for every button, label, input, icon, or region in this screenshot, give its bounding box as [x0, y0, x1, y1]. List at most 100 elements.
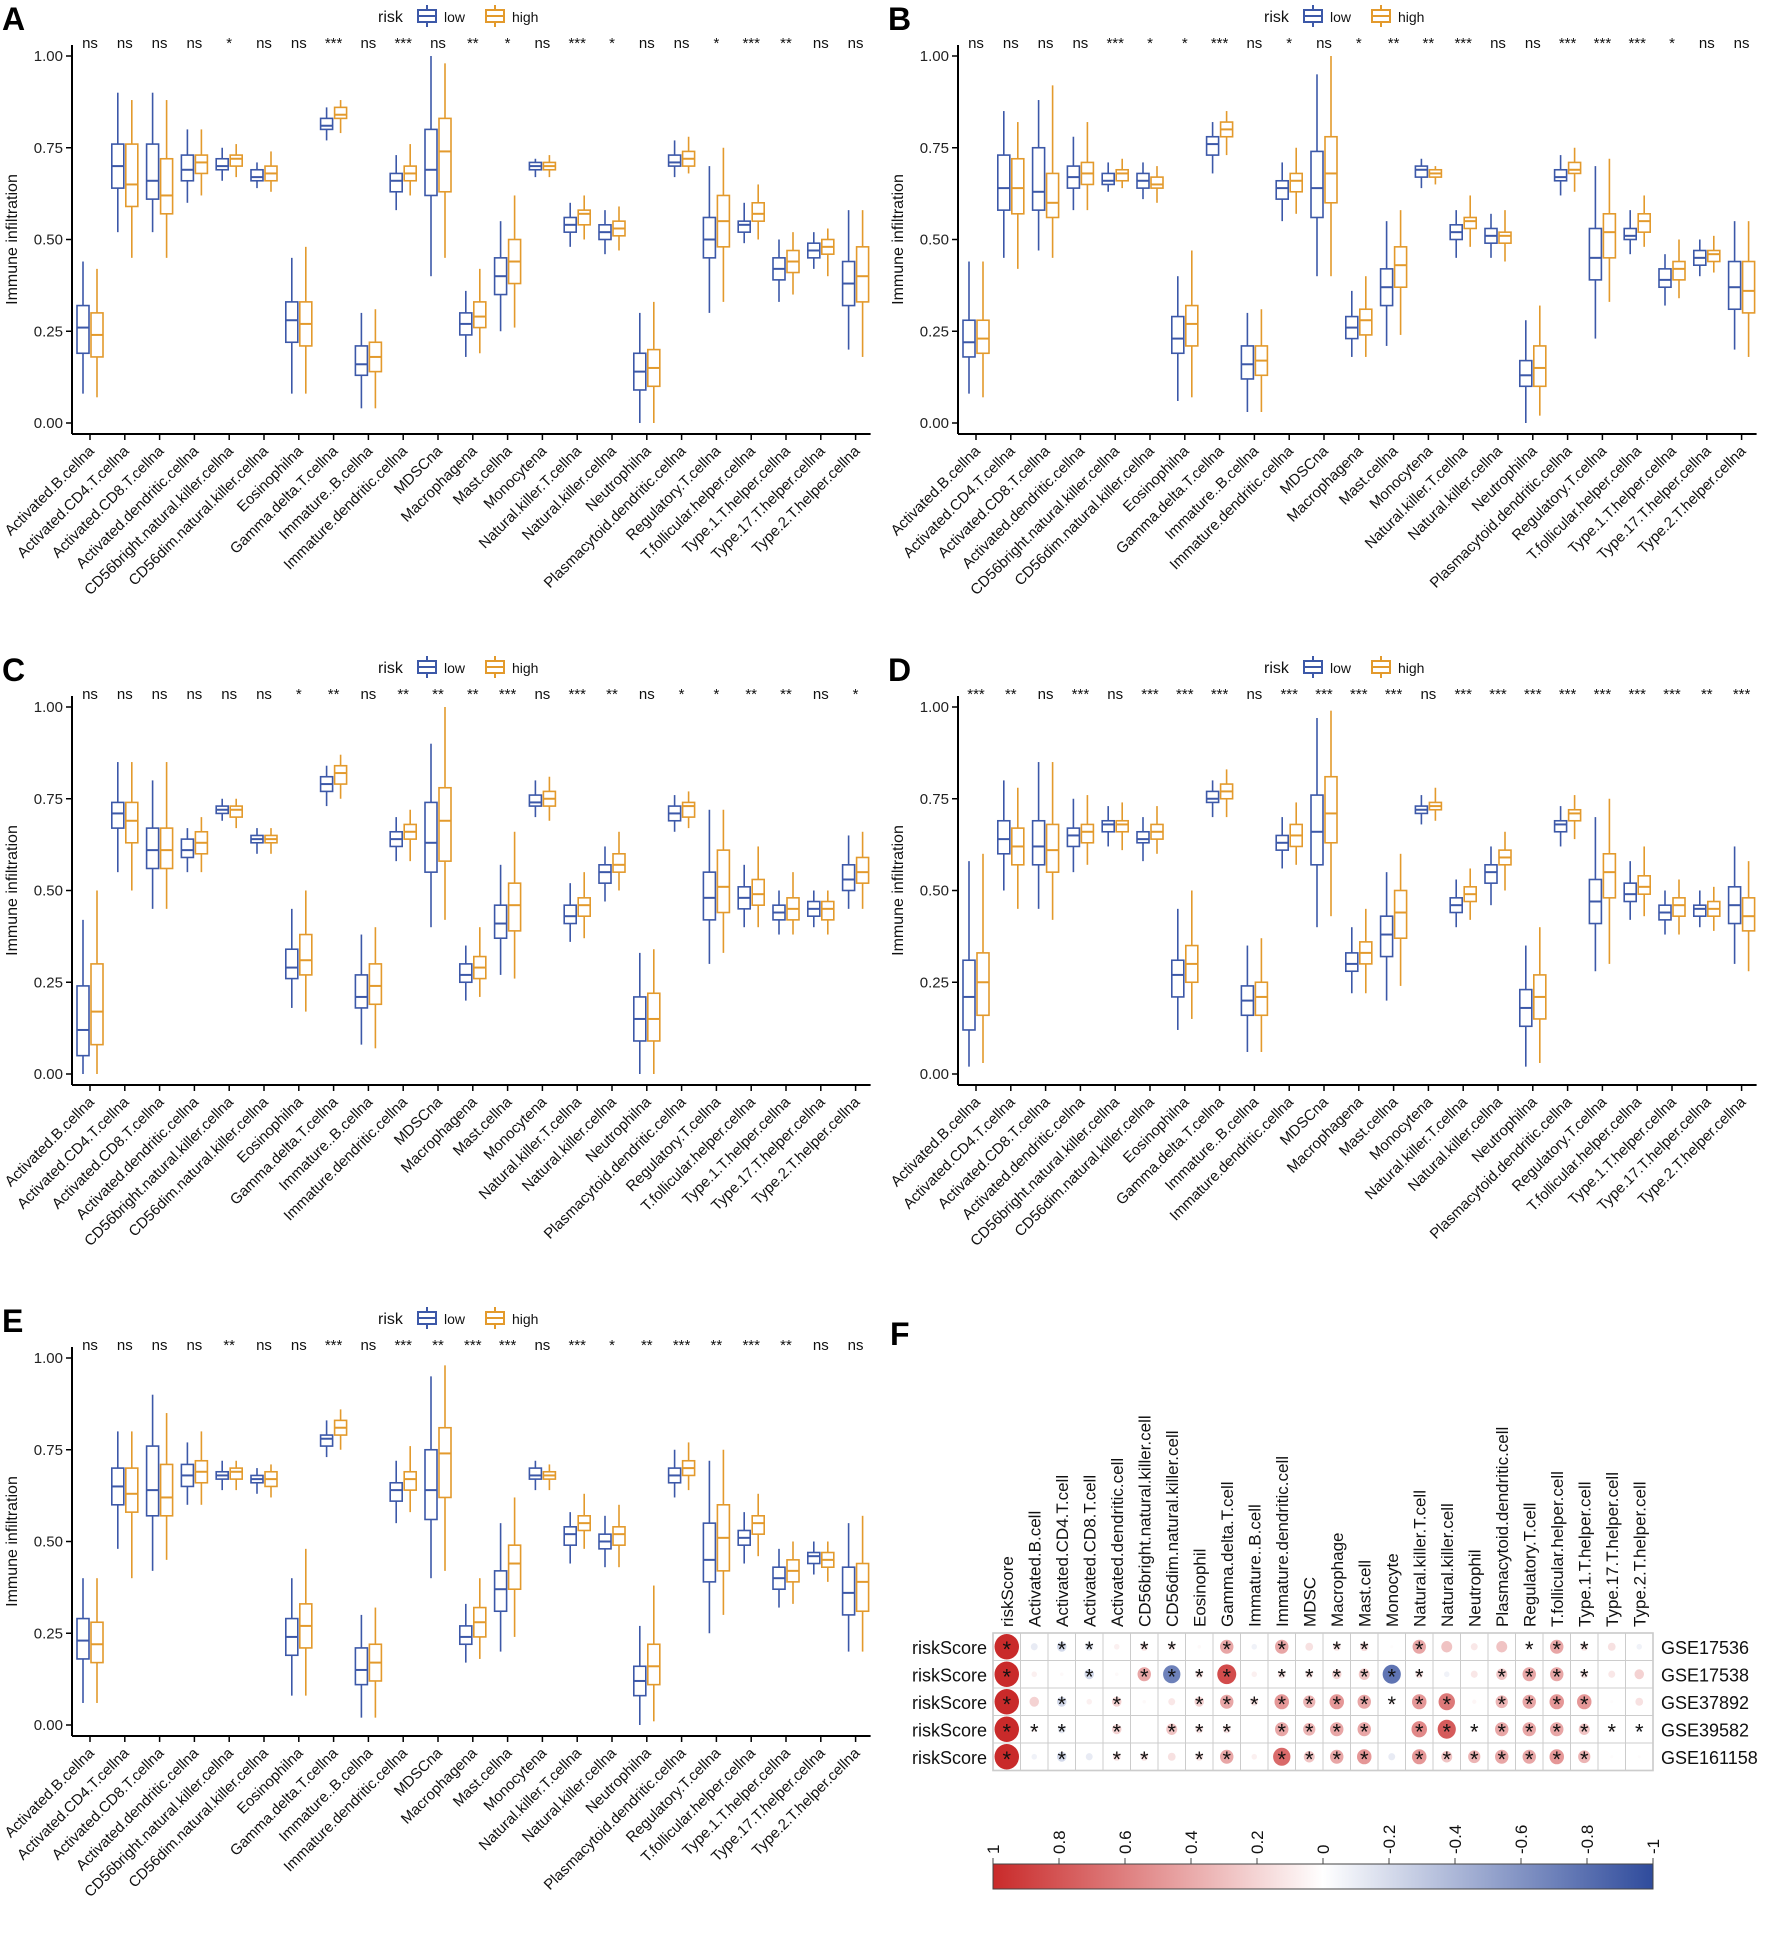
box-low — [1588, 166, 1603, 339]
correlation-circle — [1496, 1641, 1508, 1653]
box-iqr — [1672, 260, 1686, 281]
box-iqr — [194, 154, 209, 175]
box-iqr — [90, 1621, 104, 1664]
box-low — [1136, 162, 1150, 200]
correlation-circle — [1577, 1694, 1592, 1710]
box-low — [250, 162, 264, 189]
box-low — [1170, 276, 1185, 401]
significance-label: ns — [534, 1337, 550, 1354]
box-low — [667, 1449, 682, 1498]
y-tick-label: 0.50 — [34, 232, 63, 249]
box-iqr — [716, 849, 731, 914]
correlation-circle — [1330, 1722, 1344, 1737]
significance-mark: * — [1552, 1637, 1561, 1662]
y-tick-label: 0.75 — [920, 791, 949, 808]
box-iqr — [612, 853, 626, 873]
box-high — [1567, 795, 1582, 840]
correlation-circle — [994, 1689, 1019, 1715]
box-iqr — [333, 764, 348, 785]
box-iqr — [1463, 216, 1478, 230]
box-iqr — [507, 1544, 522, 1591]
significance-label: ** — [1005, 686, 1017, 703]
box-iqr — [1672, 897, 1686, 917]
correlation-circle — [1441, 1641, 1453, 1653]
box-high — [229, 144, 243, 178]
box-iqr — [438, 786, 452, 862]
correlation-circle — [994, 1634, 1019, 1660]
correlation-circle — [1303, 1751, 1315, 1763]
significance-mark: * — [1415, 1664, 1424, 1689]
legend-high-label: high — [1398, 9, 1424, 25]
y-tick-label: 0.50 — [34, 883, 63, 900]
significance-mark: * — [1332, 1747, 1341, 1772]
significance-mark: * — [1277, 1719, 1286, 1744]
correlation-circle — [1166, 1723, 1178, 1735]
column-label: Type.2.T.helper.cell — [1630, 1481, 1649, 1627]
column-label: Gamma.delta.T.cell — [1218, 1482, 1237, 1628]
box-iqr — [424, 1448, 438, 1521]
box-iqr — [1289, 172, 1304, 193]
significance-label: ns — [968, 35, 984, 52]
box-iqr — [855, 246, 870, 303]
box-low — [493, 221, 508, 332]
box-iqr — [1066, 827, 1081, 848]
panel-label: C — [2, 652, 25, 688]
box-low — [1031, 762, 1046, 909]
box-iqr — [702, 216, 717, 259]
box-high — [1672, 239, 1686, 299]
box-low — [76, 261, 90, 394]
box-low — [1692, 890, 1707, 928]
box-low — [737, 1512, 752, 1564]
box-low — [598, 1515, 612, 1568]
box-low — [528, 158, 543, 178]
significance-label: *** — [325, 35, 343, 52]
legend-high-icon — [1371, 656, 1391, 678]
significance-mark: * — [1580, 1637, 1589, 1662]
box-high — [716, 1449, 731, 1615]
box-low — [1727, 846, 1742, 964]
box-high — [646, 1585, 661, 1722]
box-high — [1393, 853, 1408, 986]
column-label: Eosinophil — [1190, 1549, 1209, 1627]
box-iqr — [76, 304, 90, 355]
box-iqr — [612, 1526, 626, 1546]
box-iqr — [319, 1434, 334, 1447]
significance-label: *** — [742, 35, 760, 52]
box-iqr — [1741, 897, 1756, 932]
correlation-circle — [1305, 1642, 1314, 1651]
significance-mark: * — [1470, 1747, 1479, 1772]
box-iqr — [1637, 213, 1652, 233]
significance-label: *** — [1211, 686, 1229, 703]
box-iqr — [646, 992, 661, 1042]
significance-label: *** — [1733, 686, 1751, 703]
significance-label: ** — [1701, 686, 1713, 703]
row-label: riskScore — [912, 1665, 987, 1685]
y-tick-label: 0.75 — [34, 140, 63, 157]
significance-label: *** — [1454, 35, 1472, 52]
box-high — [1254, 309, 1269, 412]
box-low — [76, 919, 90, 1074]
box-high — [1219, 769, 1234, 818]
significance-mark: * — [1002, 1664, 1011, 1689]
box-iqr — [319, 117, 334, 131]
significance-mark: * — [1497, 1747, 1506, 1772]
column-label: Plasmacytoid.dendritic.cell — [1493, 1427, 1512, 1627]
significance-label: * — [713, 686, 719, 703]
box-iqr — [1567, 808, 1582, 822]
box-iqr — [1498, 231, 1512, 244]
box-low — [806, 890, 821, 928]
box-low — [180, 129, 195, 203]
correlation-circle — [1305, 1670, 1314, 1679]
box-iqr — [424, 128, 438, 197]
significance-label: ns — [256, 1337, 272, 1354]
box-iqr — [1240, 345, 1255, 380]
box-iqr — [1324, 135, 1338, 204]
box-high — [820, 228, 835, 277]
box-iqr — [1205, 135, 1220, 156]
significance-label: *** — [1141, 686, 1159, 703]
box-iqr — [737, 220, 752, 233]
significance-label: ns — [186, 35, 202, 52]
box-iqr — [229, 1467, 243, 1480]
box-high — [786, 232, 800, 295]
colorbar-tick-label: -0.8 — [1578, 1825, 1597, 1854]
